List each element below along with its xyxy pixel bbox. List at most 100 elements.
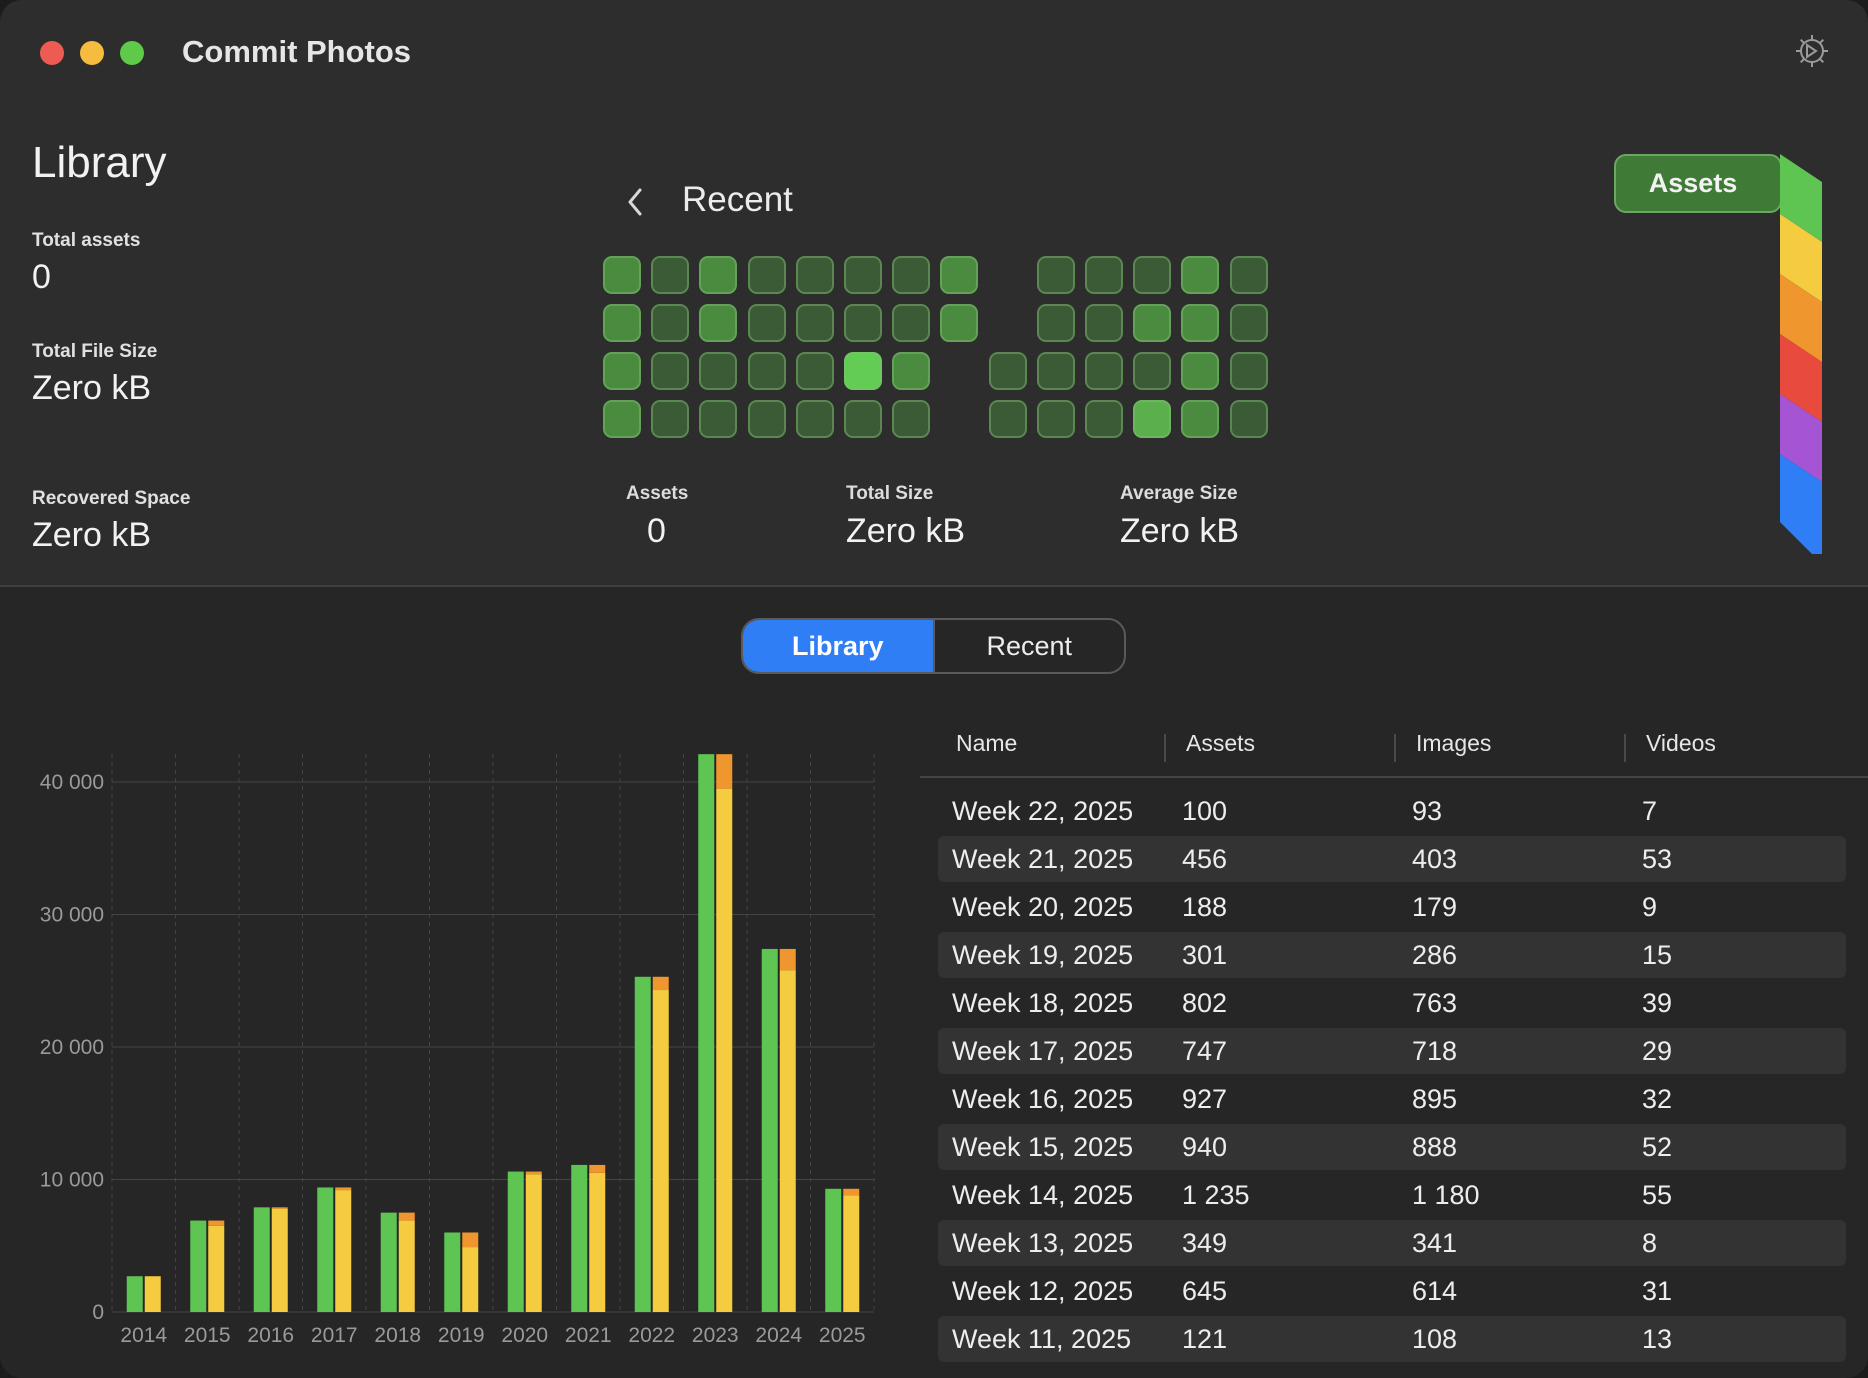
bar-yellow [652, 990, 669, 1312]
activity-cell[interactable] [699, 304, 738, 342]
ribbon-segment[interactable] [1780, 214, 1822, 302]
activity-cell[interactable] [603, 400, 641, 438]
activity-cell[interactable] [651, 256, 690, 294]
col-header-name[interactable]: Name [956, 730, 1018, 756]
activity-cell[interactable] [1133, 400, 1172, 438]
activity-cell[interactable] [940, 304, 979, 342]
table-row[interactable]: Week 15, 2025 940 888 52 [938, 1124, 1846, 1170]
activity-cell[interactable] [1229, 400, 1268, 438]
table-row[interactable]: Week 17, 2025 747 718 29 [938, 1028, 1846, 1074]
ribbon-segment[interactable] [1780, 334, 1822, 422]
activity-cell[interactable] [1229, 304, 1268, 342]
table-row[interactable]: Week 16, 2025 927 895 32 [938, 1076, 1846, 1122]
activity-cell[interactable] [1133, 304, 1172, 342]
activity-cell[interactable] [1036, 304, 1075, 342]
ribbon-segment[interactable] [1780, 394, 1822, 482]
activity-cell[interactable] [1133, 352, 1172, 390]
table-row[interactable]: Week 18, 2025 802 763 39 [938, 980, 1846, 1026]
activity-cell[interactable] [747, 400, 786, 438]
activity-cell[interactable] [1181, 256, 1220, 294]
activity-cell[interactable] [844, 256, 882, 294]
column-divider[interactable] [1164, 734, 1166, 762]
segment-library[interactable]: Library [743, 620, 933, 672]
gear-icon[interactable] [1793, 32, 1831, 70]
activity-cell[interactable] [1181, 304, 1220, 342]
column-divider[interactable] [1394, 734, 1396, 762]
table-row[interactable]: Week 19, 2025 301 286 15 [938, 932, 1846, 978]
table-row[interactable]: Week 22, 2025 100 93 7 [938, 788, 1846, 834]
activity-cell[interactable] [603, 352, 641, 390]
table-cell-name: Week 18, 2025 [952, 988, 1134, 1018]
table-row[interactable]: Week 12, 2025 645 614 31 [938, 1268, 1846, 1314]
table-cell-videos: 55 [1642, 1180, 1673, 1210]
activity-cell[interactable] [1229, 256, 1268, 294]
zoom-button[interactable] [120, 41, 144, 65]
col-header-images[interactable]: Images [1416, 730, 1492, 756]
table-cell-images: 286 [1412, 940, 1458, 970]
activity-cell[interactable] [940, 256, 979, 294]
activity-cell[interactable] [1085, 256, 1123, 294]
activity-cell[interactable] [603, 256, 641, 294]
ribbon-segment[interactable] [1780, 154, 1822, 242]
table-cell-videos: 53 [1642, 844, 1673, 874]
activity-cell[interactable] [844, 352, 882, 390]
table-row[interactable]: Week 13, 2025 349 341 8 [938, 1220, 1846, 1266]
table-row[interactable]: Week 20, 2025 188 179 9 [938, 884, 1846, 930]
activity-cell[interactable] [1036, 400, 1075, 438]
col-header-videos[interactable]: Videos [1646, 730, 1716, 756]
activity-cell[interactable] [844, 400, 882, 438]
ribbon-segment[interactable] [1780, 454, 1822, 554]
minimize-button[interactable] [80, 41, 104, 65]
activity-cell[interactable] [795, 304, 834, 342]
activity-cell[interactable] [1085, 304, 1123, 342]
close-button[interactable] [40, 41, 64, 65]
activity-cell[interactable] [747, 304, 786, 342]
activity-cell[interactable] [795, 256, 834, 294]
table-cell-images: 888 [1412, 1132, 1458, 1162]
activity-cell[interactable] [892, 400, 931, 438]
activity-cell[interactable] [1181, 352, 1220, 390]
activity-cell[interactable] [1133, 256, 1172, 294]
bar-green [571, 1164, 588, 1312]
activity-cell[interactable] [603, 304, 641, 342]
chevron-left-icon[interactable] [624, 186, 646, 218]
activity-cell[interactable] [1181, 400, 1220, 438]
activity-cell[interactable] [1085, 400, 1123, 438]
activity-cell[interactable] [699, 256, 738, 294]
activity-cell[interactable] [651, 304, 690, 342]
activity-cell[interactable] [795, 400, 834, 438]
activity-cell[interactable] [988, 400, 1027, 438]
col-header-assets[interactable]: Assets [1186, 730, 1256, 756]
assets-tab-button[interactable]: Assets [1614, 154, 1782, 213]
activity-cell[interactable] [892, 352, 931, 390]
activity-cell[interactable] [1229, 352, 1268, 390]
column-divider[interactable] [1624, 734, 1626, 762]
bar-green [698, 754, 715, 1312]
ribbon-segment[interactable] [1780, 274, 1822, 362]
activity-cell[interactable] [747, 352, 786, 390]
activity-cell[interactable] [747, 256, 786, 294]
activity-cell[interactable] [699, 352, 738, 390]
table-cell-assets: 940 [1182, 1132, 1228, 1162]
activity-cell[interactable] [651, 352, 690, 390]
activity-cell[interactable] [1036, 352, 1075, 390]
activity-cell[interactable] [1036, 256, 1075, 294]
table-cell-name: Week 11, 2025 [952, 1324, 1132, 1354]
activity-cell[interactable] [892, 256, 931, 294]
activity-cell[interactable] [988, 352, 1027, 390]
table-cell-videos: 15 [1642, 940, 1673, 970]
bar-yellow [271, 1208, 288, 1312]
activity-cell[interactable] [892, 304, 931, 342]
segment-recent[interactable]: Recent [932, 620, 1125, 672]
activity-cell[interactable] [651, 400, 690, 438]
table-cell-images: 614 [1412, 1276, 1458, 1306]
activity-cell[interactable] [844, 304, 882, 342]
table-cell-name: Week 17, 2025 [952, 1036, 1134, 1066]
activity-cell[interactable] [795, 352, 834, 390]
table-row[interactable]: Week 11, 2025 121 108 13 [938, 1316, 1846, 1362]
table-row[interactable]: Week 21, 2025 456 403 53 [938, 836, 1846, 882]
summary-total-size-value: Zero kB [846, 512, 966, 550]
table-row[interactable]: Week 14, 2025 1 235 1 180 55 [938, 1172, 1846, 1218]
activity-cell[interactable] [1085, 352, 1123, 390]
activity-cell[interactable] [699, 400, 738, 438]
